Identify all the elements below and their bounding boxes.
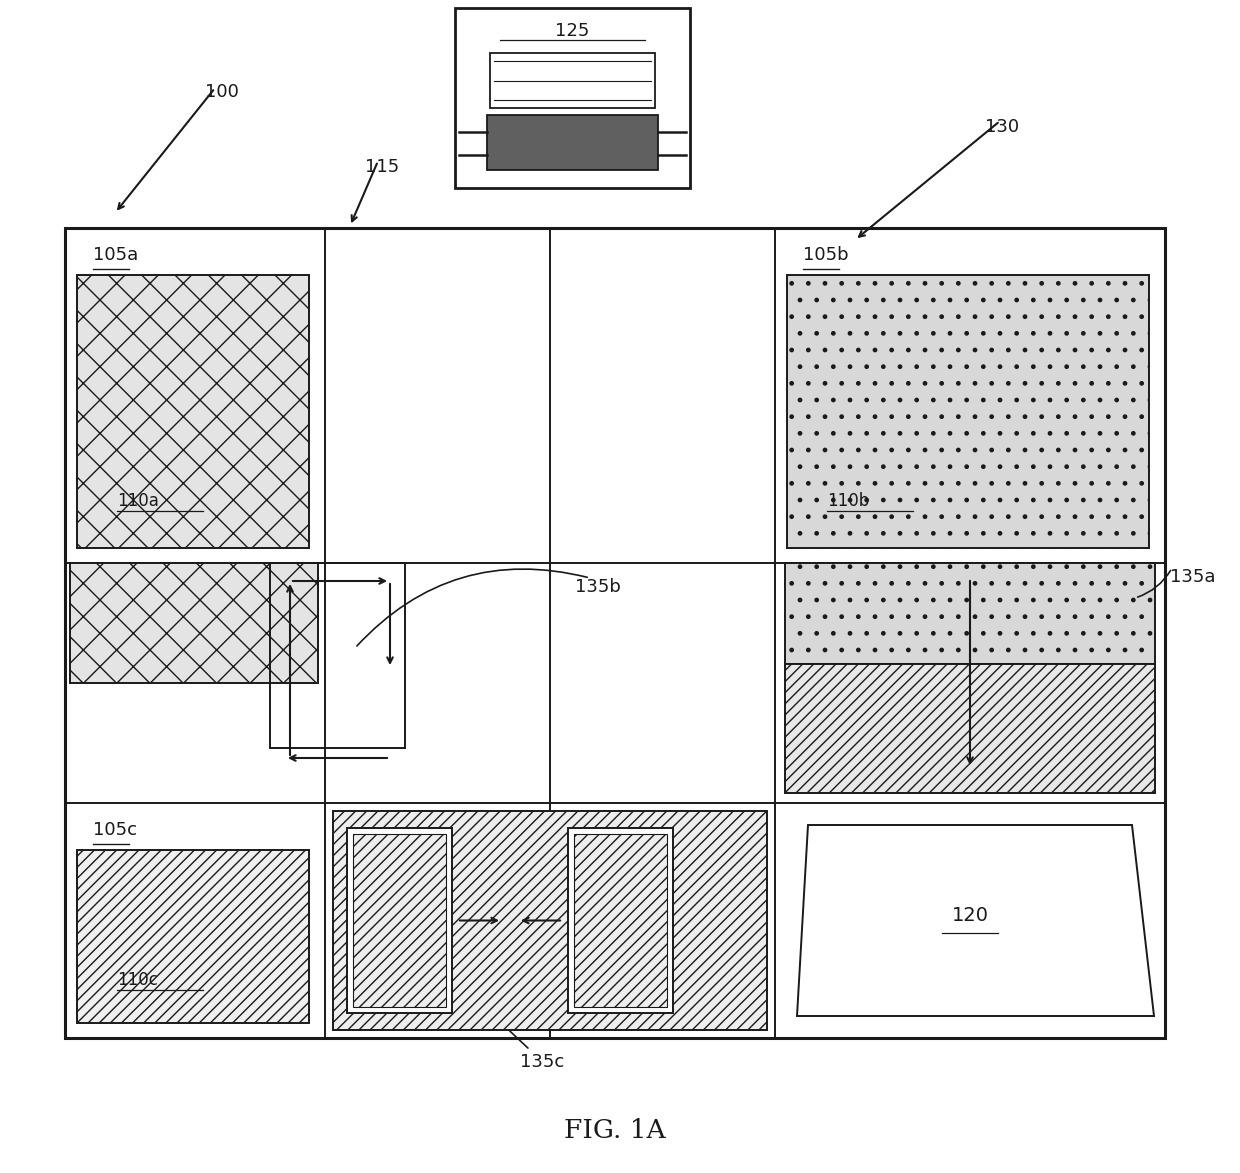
Bar xyxy=(77,850,309,1023)
Text: 100: 100 xyxy=(205,83,239,101)
Text: FIG. 1A: FIG. 1A xyxy=(564,1119,666,1144)
Bar xyxy=(574,834,667,1006)
Bar xyxy=(487,115,658,170)
Text: 125: 125 xyxy=(556,22,590,40)
Text: 110b: 110b xyxy=(827,491,869,510)
Text: 135a: 135a xyxy=(1171,568,1215,586)
Bar xyxy=(353,834,446,1006)
Bar xyxy=(785,664,1154,793)
Bar xyxy=(490,53,655,108)
Text: 130: 130 xyxy=(985,118,1019,136)
Text: 115: 115 xyxy=(365,158,399,176)
Bar xyxy=(785,563,1154,664)
Bar xyxy=(64,228,1166,1038)
Bar xyxy=(270,563,405,748)
Bar xyxy=(787,274,1149,548)
Text: 120: 120 xyxy=(951,906,988,925)
Text: 110a: 110a xyxy=(117,491,159,510)
Text: 135c: 135c xyxy=(520,1053,564,1071)
Bar xyxy=(568,828,673,1013)
Polygon shape xyxy=(797,825,1154,1016)
Bar xyxy=(334,811,768,1030)
Text: 110c: 110c xyxy=(117,971,157,989)
Bar xyxy=(347,828,453,1013)
Text: 105b: 105b xyxy=(804,246,848,264)
Text: 135b: 135b xyxy=(575,578,621,596)
Bar xyxy=(77,274,309,548)
Text: 105c: 105c xyxy=(93,821,136,839)
Text: 105a: 105a xyxy=(93,246,138,264)
Bar xyxy=(455,8,689,188)
Bar xyxy=(69,563,317,683)
